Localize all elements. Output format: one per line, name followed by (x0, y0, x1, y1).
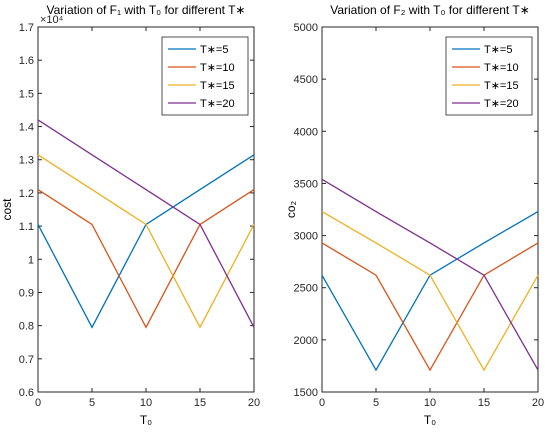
legend-label: T∗=20 (484, 98, 519, 110)
y-tick-label: 1.6 (19, 55, 34, 67)
y-tick-label: 1.4 (19, 122, 34, 134)
left-chart-panel: 0 5 10 15 20 0.6 0.7 0.8 0.9 1 1.1 1.2 1.3 1.4 1.5 1.6 1… (0, 3, 260, 427)
y-tick-label: 3500 (294, 178, 318, 190)
y-tick-label: 1.7 (19, 22, 34, 34)
x-tick-label: 10 (424, 397, 436, 409)
y-tick-label: 1500 (294, 387, 318, 399)
left-chart-title: Variation of F₁ with T₀ for different T∗ (47, 3, 246, 17)
legend-label: T∗=10 (484, 62, 519, 74)
x-tick-label: 10 (140, 397, 152, 409)
left-legend: T∗=5 T∗=10 T∗=15 T∗=20 (161, 36, 249, 116)
legend-label: T∗=5 (484, 44, 512, 56)
x-tick-label: 15 (478, 397, 490, 409)
y-tick-label: 2000 (294, 335, 318, 347)
right-chart-panel: 0 5 10 15 20 1500 2000 2500 3000 3500 4000 4500 5000… (284, 3, 544, 427)
y-exponent-label: ×10⁴ (40, 14, 64, 26)
series-line-1 (37, 154, 255, 329)
series-line-2 (321, 242, 539, 372)
right-legend: T∗=5 T∗=10 T∗=15 T∗=20 (445, 36, 533, 116)
y-axis-title: cost (0, 198, 14, 221)
y-tick-label: 1.2 (19, 188, 34, 200)
legend-label: T∗=20 (200, 98, 235, 110)
x-tick-label: 20 (532, 397, 544, 409)
series-line-3 (321, 211, 539, 372)
y-tick-label: 0.8 (19, 321, 34, 333)
legend-label: T∗=15 (484, 80, 519, 92)
legend-box (445, 36, 533, 116)
x-tick-label: 5 (89, 397, 95, 409)
series-line-4 (321, 178, 539, 371)
legend-label: T∗=10 (200, 62, 235, 74)
y-tick-label: 0.7 (19, 354, 34, 366)
y-tick-label: 1.5 (19, 88, 34, 100)
y-tick-label: 1.3 (19, 155, 34, 167)
series-line-3 (37, 154, 255, 329)
y-tick-label: 1 (28, 254, 34, 266)
y-tick-label: 0.9 (19, 287, 34, 299)
x-tick-label: 5 (373, 397, 379, 409)
y-tick-label: 0.6 (19, 387, 34, 399)
x-axis-title: T₀ (140, 413, 152, 427)
right-chart-title: Variation of F₂ with T₀ for different T∗ (330, 3, 530, 17)
series-line-2 (37, 189, 255, 329)
legend-label: T∗=15 (200, 80, 235, 92)
y-tick-label: 4500 (294, 74, 318, 86)
y-axis-title: co₂ (284, 200, 298, 218)
x-tick-label: 15 (194, 397, 206, 409)
y-tick-label: 5000 (294, 22, 318, 34)
y-tick-label: 4000 (294, 126, 318, 138)
x-tick-label: 0 (319, 397, 325, 409)
x-tick-label: 0 (35, 397, 41, 409)
x-tick-label: 20 (248, 397, 260, 409)
series-line-4 (37, 119, 255, 328)
legend-box (161, 36, 249, 116)
y-tick-label: 3000 (294, 231, 318, 243)
y-tick-label: 2500 (294, 283, 318, 295)
series-line-1 (321, 211, 539, 372)
x-axis-title: T₀ (424, 413, 436, 427)
legend-label: T∗=5 (200, 44, 228, 56)
y-tick-label: 1.1 (19, 221, 34, 233)
